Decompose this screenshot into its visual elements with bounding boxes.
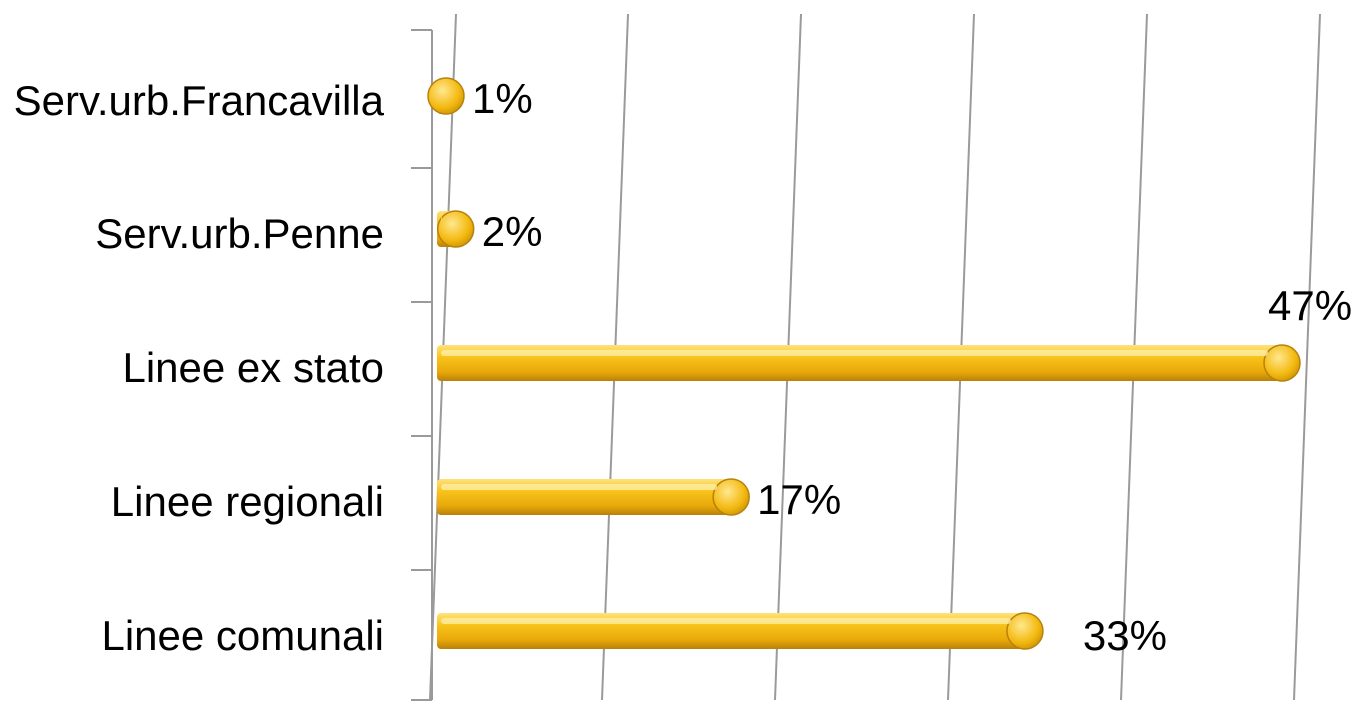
bar-highlight [441,484,718,490]
category-label: Serv.urb.Francavilla [14,77,385,124]
value-label: 2% [482,208,543,255]
bar-highlight [441,216,442,222]
bar [436,210,475,248]
gridline [1293,13,1321,701]
category-label: Linee ex stato [122,344,384,391]
bar-highlight [441,618,1011,624]
bars [427,77,1301,650]
value-label: 47% [1268,282,1352,329]
bar-end-cap [1006,612,1044,650]
category-label: Serv.urb.Penne [95,210,384,257]
category-labels: Serv.urb.Francavilla Serv.urb.Penne Linee … [14,77,385,659]
bar-highlight [441,350,1268,356]
bar-end-cap [1263,344,1301,382]
value-labels: 1% 2% 47% 17% 33% [472,75,1352,659]
category-label: Linee regionali [111,478,384,525]
bar [437,612,1044,650]
category-label: Linee comunali [101,612,384,659]
bar-end-cap [436,210,475,248]
bar [437,344,1301,382]
bar [437,478,750,516]
bar-end-cap [427,77,465,115]
value-label: 1% [472,75,533,122]
category-axis [411,29,433,701]
bar [427,77,465,115]
value-label: 17% [757,476,841,523]
value-label: 33% [1083,612,1167,659]
bar-end-cap [712,478,750,516]
